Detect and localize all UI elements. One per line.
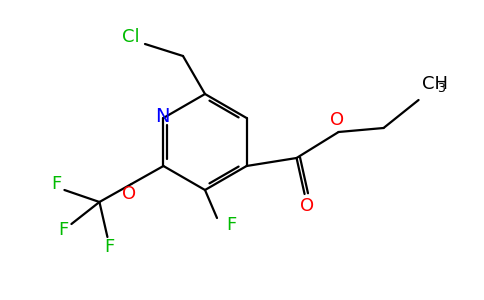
Text: 3: 3 [438,82,445,94]
Text: F: F [51,175,61,193]
Text: F: F [226,216,236,234]
Text: Cl: Cl [122,28,140,46]
Text: F: F [58,221,69,239]
Text: CH: CH [422,75,448,93]
Text: F: F [105,238,115,256]
Text: N: N [155,107,170,127]
Text: O: O [330,111,344,129]
Text: O: O [122,185,136,203]
Text: O: O [300,197,314,215]
